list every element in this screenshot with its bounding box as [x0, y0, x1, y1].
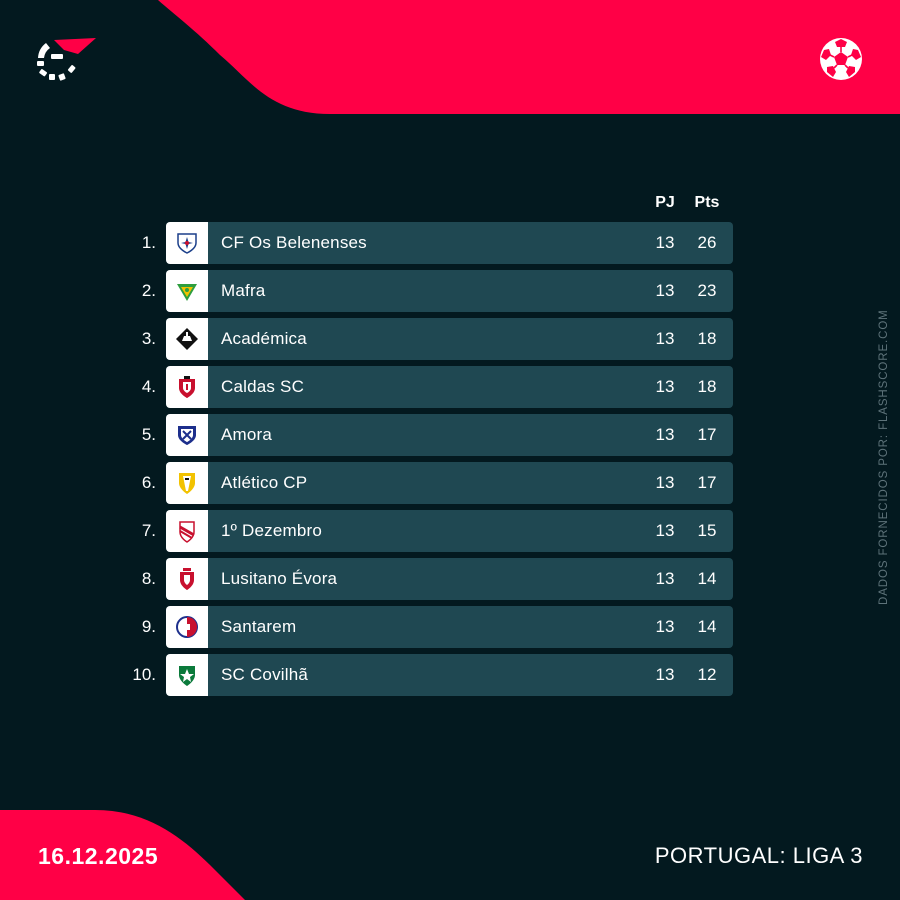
- rank: 5.: [141, 425, 156, 444]
- rank: 2.: [141, 281, 156, 300]
- team-name: Santarem: [221, 617, 297, 636]
- table-row[interactable]: Académica 13 18: [166, 318, 733, 360]
- played-value: 13: [655, 665, 675, 684]
- rank: 10.: [132, 665, 156, 684]
- team-name: Mafra: [221, 281, 266, 300]
- table-row[interactable]: SC Covilhã 13 12: [166, 654, 733, 696]
- points-value: 18: [697, 329, 717, 348]
- points-value: 17: [697, 425, 717, 444]
- played-value: 13: [655, 377, 675, 396]
- table-row[interactable]: Lusitano Évora 13 14: [166, 558, 733, 600]
- points-value: 14: [697, 569, 717, 588]
- belenenses-crest-icon: [177, 233, 197, 254]
- team-crest: [166, 414, 208, 456]
- lusitano-evora-crest-icon: [180, 568, 194, 590]
- played-value: 13: [655, 521, 675, 540]
- points-value: 18: [697, 377, 717, 396]
- team-name: SC Covilhã: [221, 665, 309, 684]
- team-crest: [166, 462, 208, 504]
- team-crest: [166, 318, 208, 360]
- played-value: 13: [655, 281, 675, 300]
- column-header-played: PJ: [655, 194, 675, 211]
- data-credit: DADOS FORNECIDOS POR: FLASHSCORE.COM: [878, 309, 890, 605]
- table-row[interactable]: Caldas SC 13 18: [166, 366, 733, 408]
- points-value: 15: [697, 521, 717, 540]
- santarem-crest-icon: [176, 616, 198, 638]
- team-name: Lusitano Évora: [221, 569, 338, 588]
- covilha-crest-icon: [179, 666, 195, 686]
- points-value: 26: [697, 233, 717, 252]
- table-row[interactable]: CF Os Belenenses 13 26: [166, 222, 733, 264]
- league-label: PORTUGAL: LIGA 3: [654, 843, 863, 868]
- rank: 9.: [141, 617, 156, 636]
- played-value: 13: [655, 569, 675, 588]
- rank: 3.: [141, 329, 156, 348]
- team-crest: [166, 606, 208, 648]
- team-name: CF Os Belenenses: [221, 233, 367, 252]
- team-name: Caldas SC: [221, 377, 305, 396]
- rank: 6.: [141, 473, 156, 492]
- points-value: 12: [697, 665, 717, 684]
- points-value: 23: [697, 281, 717, 300]
- played-value: 13: [655, 233, 675, 252]
- points-value: 17: [697, 473, 717, 492]
- team-name: Amora: [221, 425, 273, 444]
- played-value: 13: [655, 617, 675, 636]
- played-value: 13: [655, 425, 675, 444]
- team-crest: [166, 654, 208, 696]
- caldas-crest-icon: [179, 376, 195, 398]
- team-crest: [166, 558, 208, 600]
- rank: 8.: [141, 569, 156, 588]
- football-icon: [820, 38, 862, 80]
- team-crest: [166, 222, 208, 264]
- table-row[interactable]: Atlético CP 13 17: [166, 462, 733, 504]
- primeiro-dezembro-crest-icon: [179, 521, 195, 543]
- flashscore-logo-icon: [37, 38, 96, 81]
- column-header-points: Pts: [694, 194, 720, 211]
- played-value: 13: [655, 329, 675, 348]
- team-name: Atlético CP: [221, 473, 308, 492]
- rank: 4.: [141, 377, 156, 396]
- atletico-cp-crest-icon: [179, 473, 195, 494]
- table-row[interactable]: Mafra 13 23: [166, 270, 733, 312]
- team-crest: [166, 366, 208, 408]
- academica-crest-icon: [176, 328, 198, 350]
- mafra-crest-icon: [177, 284, 197, 301]
- table-row[interactable]: Santarem 13 14: [166, 606, 733, 648]
- table-row[interactable]: Amora 13 17: [166, 414, 733, 456]
- rank: 1.: [141, 233, 156, 252]
- amora-crest-icon: [178, 426, 196, 445]
- played-value: 13: [655, 473, 675, 492]
- rank: 7.: [141, 521, 156, 540]
- team-name: 1º Dezembro: [221, 521, 323, 540]
- date-label: 16.12.2025: [38, 843, 159, 869]
- team-name: Académica: [221, 329, 307, 348]
- table-row[interactable]: 1º Dezembro 13 15: [166, 510, 733, 552]
- team-crest: [166, 270, 208, 312]
- points-value: 14: [697, 617, 717, 636]
- team-crest: [166, 510, 208, 552]
